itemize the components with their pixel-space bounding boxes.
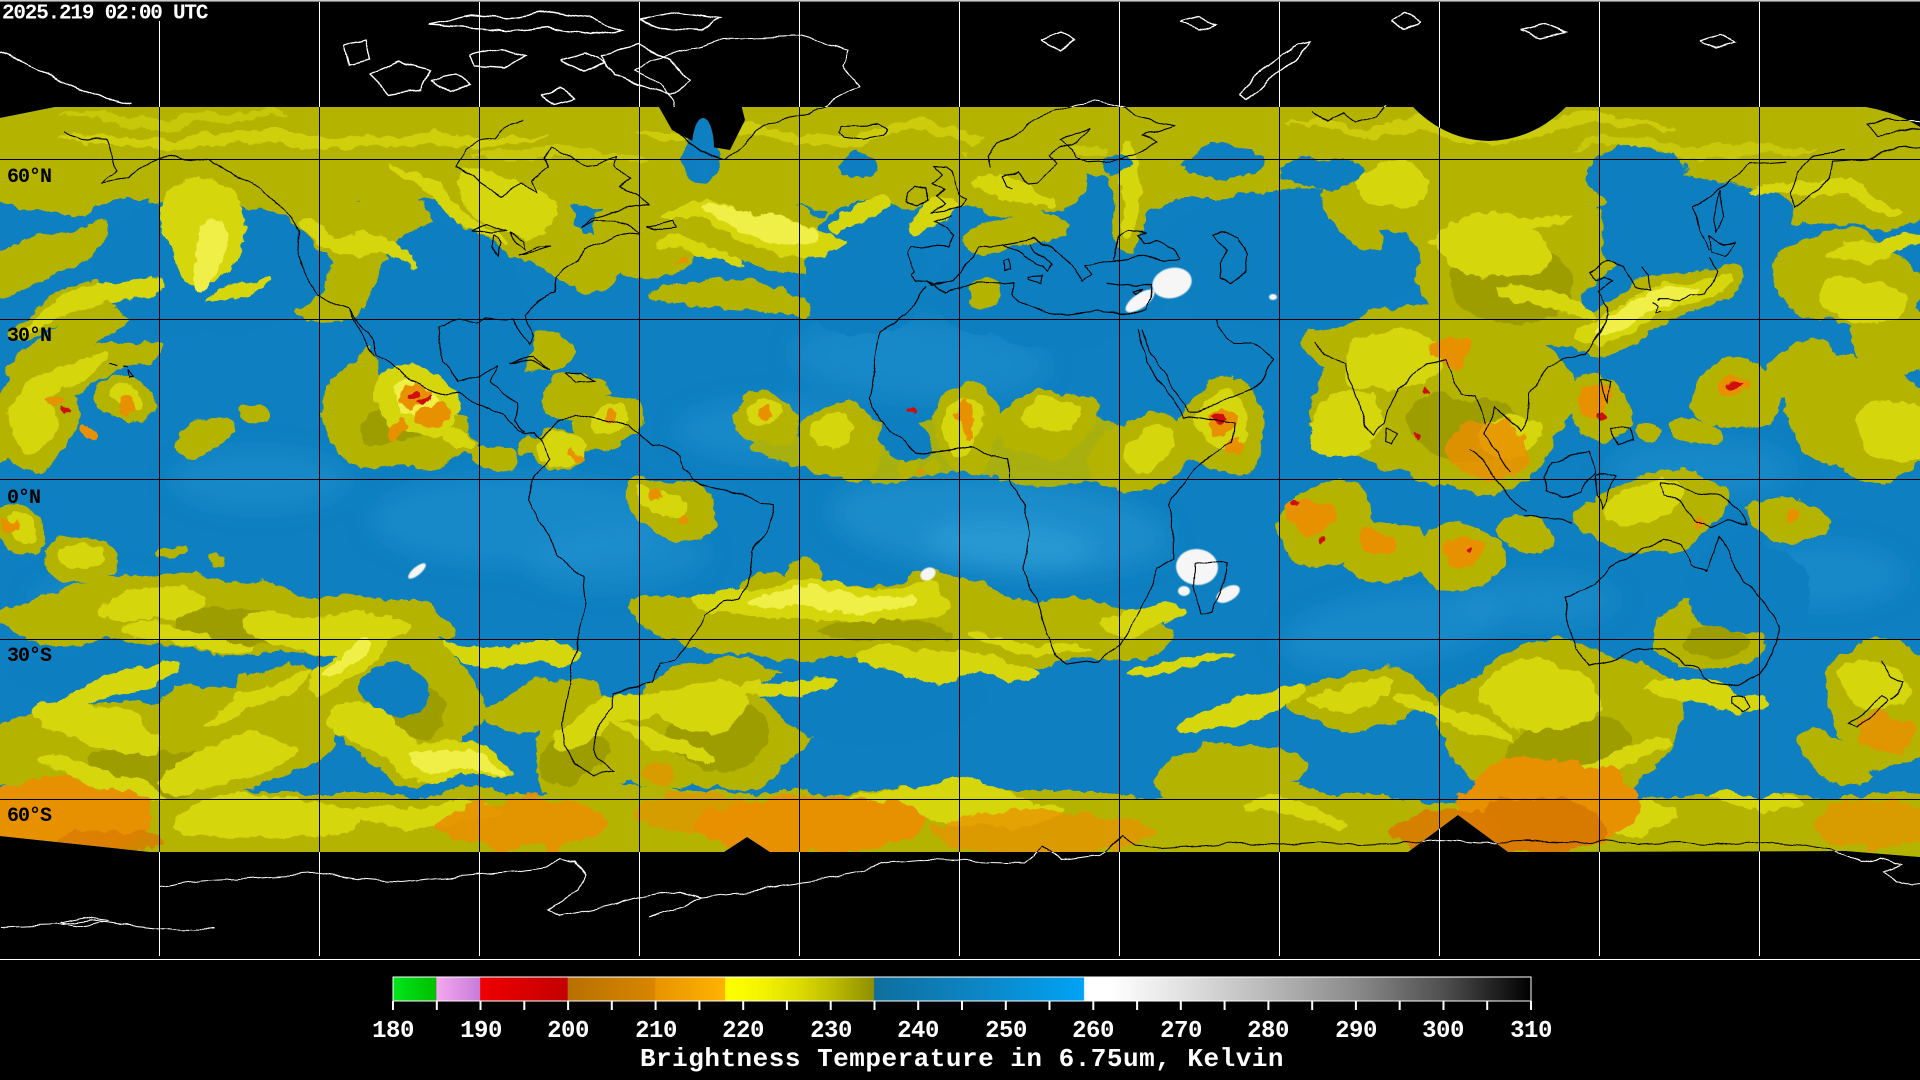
svg-text:60°S: 60°S xyxy=(7,805,52,828)
svg-text:220: 220 xyxy=(722,1018,764,1045)
svg-text:280: 280 xyxy=(1247,1018,1289,1045)
svg-text:240: 240 xyxy=(897,1018,939,1045)
svg-text:250: 250 xyxy=(985,1018,1027,1045)
svg-text:0°N: 0°N xyxy=(7,487,40,510)
svg-text:210: 210 xyxy=(635,1018,677,1045)
svg-text:270: 270 xyxy=(1160,1018,1202,1045)
svg-text:180: 180 xyxy=(372,1018,414,1045)
svg-text:60°N: 60°N xyxy=(7,166,51,189)
svg-text:290: 290 xyxy=(1335,1018,1377,1045)
svg-text:190: 190 xyxy=(460,1018,502,1045)
svg-text:300: 300 xyxy=(1422,1018,1464,1045)
svg-text:2025.219 02:00 UTC: 2025.219 02:00 UTC xyxy=(2,2,209,25)
svg-text:30°S: 30°S xyxy=(7,645,52,668)
svg-text:310: 310 xyxy=(1510,1018,1552,1045)
svg-text:200: 200 xyxy=(547,1018,589,1045)
svg-text:260: 260 xyxy=(1072,1018,1114,1045)
svg-text:Brightness Temperature in 6.75: Brightness Temperature in 6.75um, Kelvin xyxy=(640,1044,1284,1074)
svg-text:30°N: 30°N xyxy=(7,325,51,348)
svg-text:230: 230 xyxy=(810,1018,852,1045)
